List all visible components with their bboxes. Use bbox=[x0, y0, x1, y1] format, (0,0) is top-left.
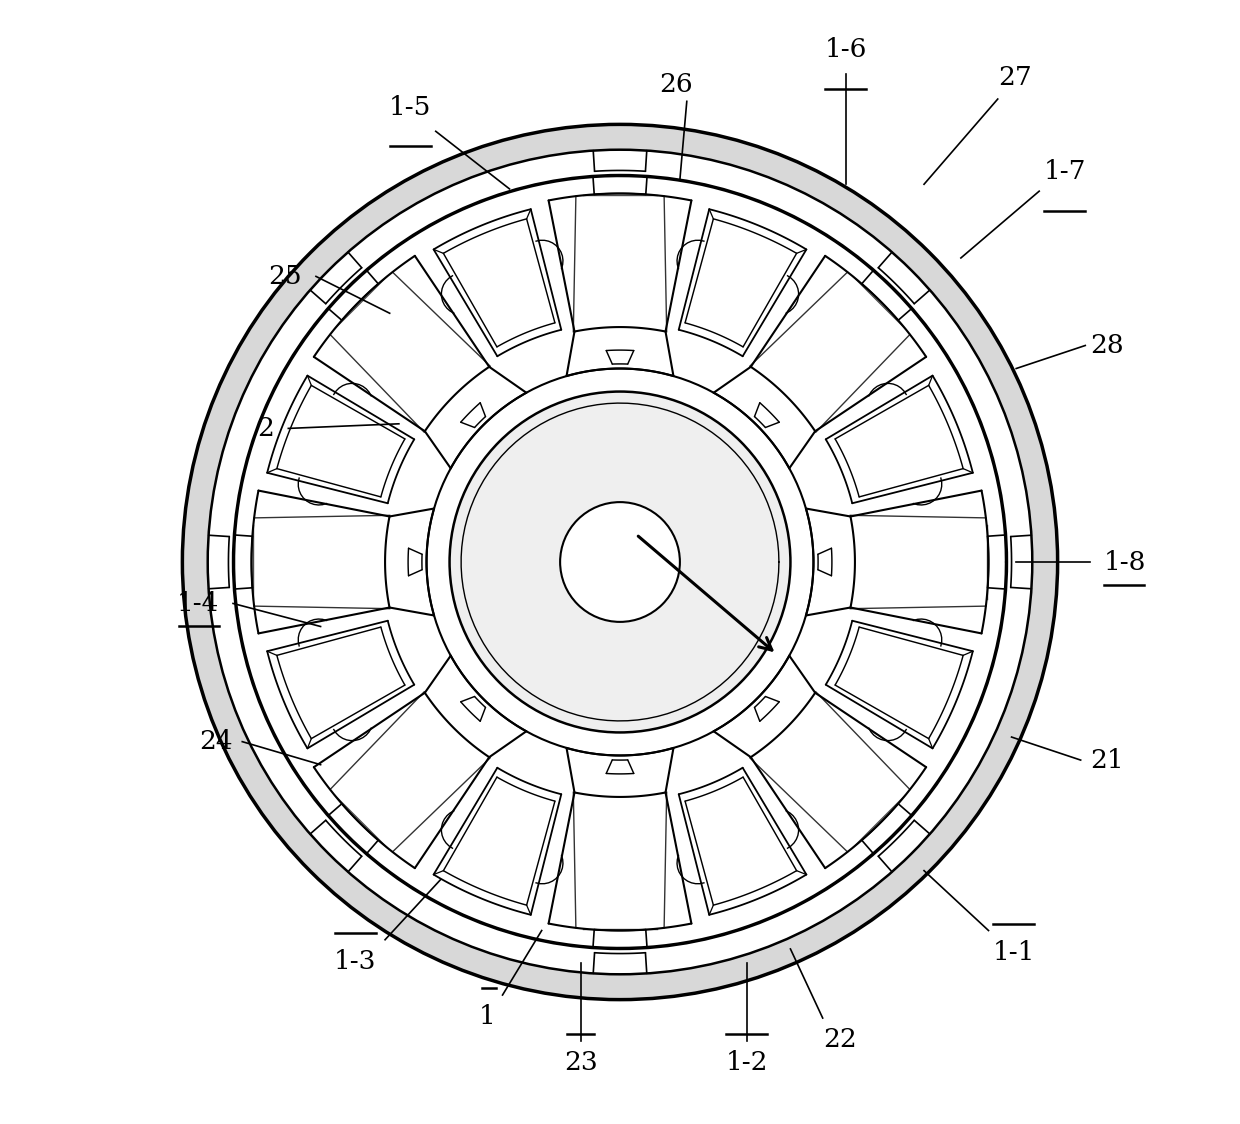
Text: 22: 22 bbox=[822, 1027, 857, 1052]
Circle shape bbox=[182, 125, 1058, 999]
Text: 1-4: 1-4 bbox=[177, 591, 219, 616]
Text: 1-8: 1-8 bbox=[1104, 550, 1146, 574]
Text: 1-6: 1-6 bbox=[825, 37, 867, 62]
Circle shape bbox=[560, 502, 680, 622]
Text: 21: 21 bbox=[1090, 747, 1123, 772]
Text: 1-5: 1-5 bbox=[389, 94, 432, 120]
Circle shape bbox=[208, 149, 1032, 975]
Circle shape bbox=[427, 369, 813, 755]
Text: 1-2: 1-2 bbox=[725, 1050, 768, 1076]
Text: 26: 26 bbox=[660, 72, 693, 97]
Text: 25: 25 bbox=[269, 264, 303, 289]
Text: 1-7: 1-7 bbox=[1044, 160, 1086, 184]
Text: 2: 2 bbox=[258, 416, 274, 441]
Circle shape bbox=[450, 391, 790, 733]
Text: 1-3: 1-3 bbox=[334, 949, 376, 975]
Text: 24: 24 bbox=[200, 729, 233, 754]
Text: 1-1: 1-1 bbox=[993, 940, 1035, 964]
Circle shape bbox=[233, 175, 1007, 949]
Text: 28: 28 bbox=[1090, 333, 1123, 357]
Text: 1: 1 bbox=[479, 1004, 496, 1030]
Text: 23: 23 bbox=[564, 1050, 598, 1076]
Text: 27: 27 bbox=[998, 65, 1032, 90]
